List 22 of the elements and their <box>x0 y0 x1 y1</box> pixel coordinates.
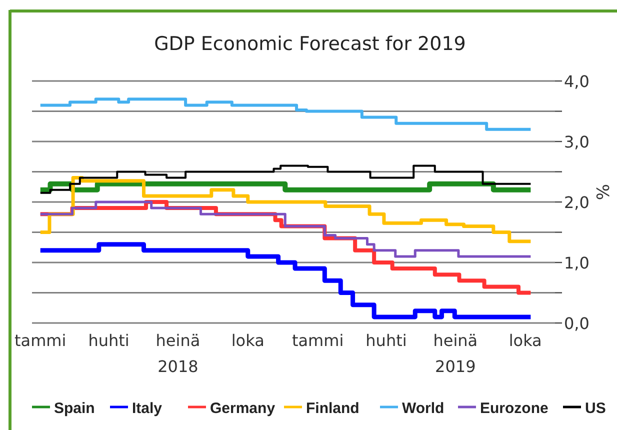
x-tick-label: heinä 2019 <box>433 331 478 376</box>
y-tick-label: 3,0 <box>564 132 590 152</box>
y-tick-label: 1,0 <box>564 254 590 272</box>
y-tick-label: 2,0 <box>564 193 590 212</box>
x-tick-label: tammi <box>292 331 344 350</box>
chart-title: GDP Economic Forecast for 2019 <box>154 33 466 55</box>
x-tick-label: tammi <box>14 331 66 350</box>
y-tick-label: 0,0 <box>564 314 590 333</box>
legend-label: Germany <box>210 400 276 417</box>
x-tick-label: huhti <box>366 331 407 350</box>
x-tick-label: heinä 2018 <box>156 331 200 376</box>
legend-label: World <box>402 400 444 417</box>
legend-label: Eurozone <box>480 400 548 417</box>
legend-label: Finland <box>306 400 360 417</box>
legend-label: Italy <box>132 400 163 417</box>
x-tick-label: loka <box>508 331 542 350</box>
legend-label: Spain <box>54 400 95 417</box>
x-tick-label: huhti <box>88 331 130 350</box>
y-tick-label: 4,0 <box>564 72 590 91</box>
y-axis-title: % <box>594 184 614 200</box>
legend-label: US <box>585 400 606 417</box>
x-tick-label: loka <box>231 331 264 350</box>
